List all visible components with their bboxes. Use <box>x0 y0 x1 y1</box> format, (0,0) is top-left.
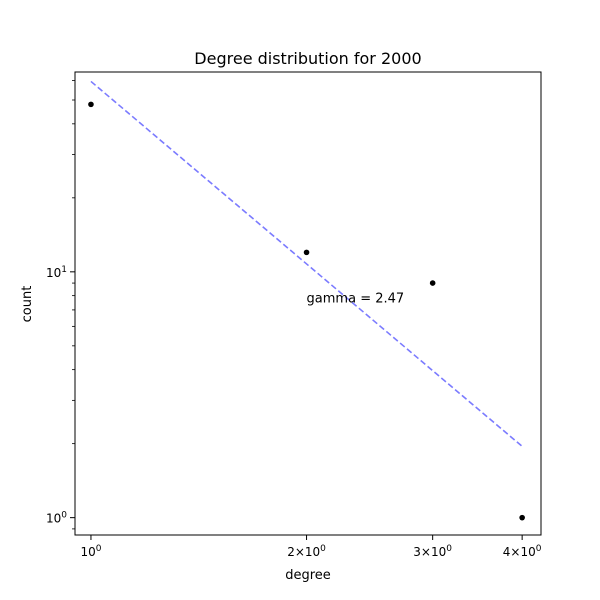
fit-line <box>90 80 523 447</box>
y-tick-label-0: 100 <box>46 511 67 526</box>
y-tick-label-1: 101 <box>46 265 67 280</box>
chart-title: Degree distribution for 2000 <box>194 49 421 68</box>
gamma-annotation: gamma = 2.47 <box>307 291 405 306</box>
y-axis-label: count <box>20 286 35 323</box>
ticks-layer: 100 2×100 3×100 4×100 100 101 <box>46 80 542 559</box>
x-tick-label-3: 4×100 <box>503 544 542 559</box>
plot-area <box>74 71 542 536</box>
data-point-3 <box>519 514 525 521</box>
marks-layer: gamma = 2.47 <box>88 80 525 521</box>
x-tick-label-2: 3×100 <box>413 544 452 559</box>
data-point-0 <box>88 101 94 108</box>
x-axis-label: degree <box>285 568 331 583</box>
x-tick-label-1: 2×100 <box>287 544 326 559</box>
data-point-2 <box>429 280 436 286</box>
x-tick-label-0: 100 <box>80 544 101 559</box>
data-point-1 <box>303 249 310 256</box>
